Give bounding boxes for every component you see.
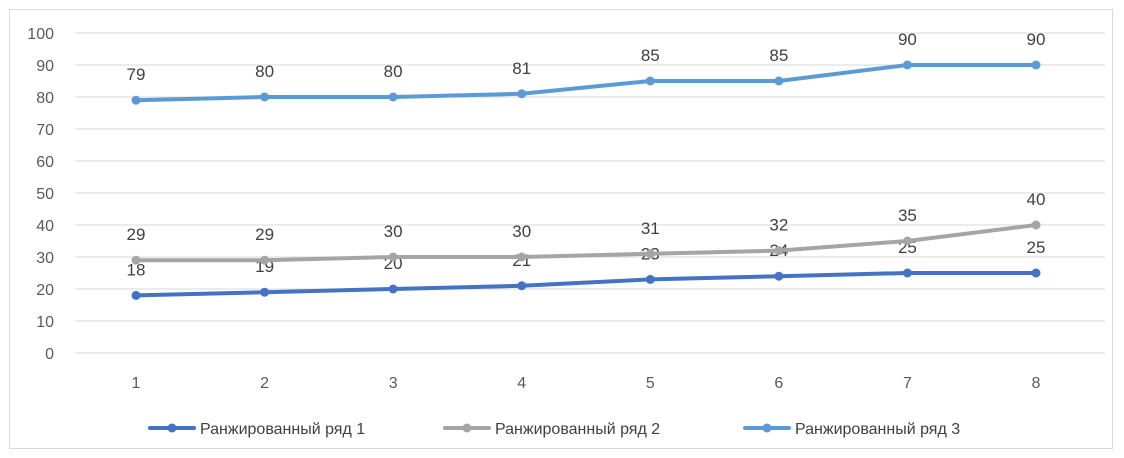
data-point [774, 271, 784, 281]
data-point [902, 268, 912, 278]
x-tick-label: 4 [517, 375, 526, 392]
data-label: 35 [898, 206, 917, 225]
data-point [774, 246, 784, 256]
y-tick-label: 40 [36, 218, 54, 235]
data-label: 80 [255, 62, 274, 81]
y-tick-label: 30 [36, 250, 54, 267]
data-label: 18 [127, 260, 146, 279]
legend-label: Ранжированный ряд 3 [795, 421, 960, 438]
data-point [388, 92, 398, 102]
data-point [260, 255, 270, 265]
y-tick-label: 80 [36, 90, 54, 107]
legend-marker [762, 423, 772, 433]
legend-label: Ранжированный ряд 1 [200, 421, 365, 438]
y-tick-label: 10 [36, 314, 54, 331]
y-tick-label: 100 [27, 26, 54, 43]
x-tick-label: 7 [903, 375, 912, 392]
x-tick-label: 8 [1032, 375, 1041, 392]
data-point [774, 76, 784, 86]
data-label: 80 [384, 62, 403, 81]
x-tick-label: 1 [132, 375, 141, 392]
legend-marker [462, 423, 472, 433]
data-point [260, 287, 270, 297]
data-label: 81 [512, 59, 531, 78]
x-tick-label: 2 [260, 375, 269, 392]
data-point [902, 60, 912, 70]
data-label: 90 [1027, 30, 1046, 49]
data-point [131, 290, 141, 300]
data-point [517, 252, 527, 262]
data-point [1031, 268, 1041, 278]
data-point [388, 252, 398, 262]
data-point [131, 95, 141, 105]
series-line [134, 63, 1038, 103]
data-label: 79 [127, 65, 146, 84]
data-label: 29 [127, 225, 146, 244]
data-label: 40 [1027, 190, 1046, 209]
data-point [1031, 220, 1041, 230]
data-point [517, 281, 527, 291]
data-point [645, 249, 655, 259]
data-label: 32 [769, 216, 788, 235]
legend-marker [167, 423, 177, 433]
data-label: 85 [641, 46, 660, 65]
data-point [131, 255, 141, 265]
data-point [1031, 60, 1041, 70]
data-point [902, 236, 912, 246]
data-label: 85 [769, 46, 788, 65]
data-point [517, 89, 527, 99]
y-tick-label: 60 [36, 154, 54, 171]
y-tick-label: 70 [36, 122, 54, 139]
y-tick-label: 50 [36, 186, 54, 203]
series-line [134, 223, 1038, 263]
data-point [388, 284, 398, 294]
x-tick-label: 6 [774, 375, 783, 392]
data-label: 90 [898, 30, 917, 49]
y-tick-label: 20 [36, 282, 54, 299]
data-label: 30 [384, 222, 403, 241]
data-point [260, 92, 270, 102]
data-label: 31 [641, 219, 660, 238]
data-label: 29 [255, 225, 274, 244]
y-tick-label: 0 [45, 346, 54, 363]
series-line [134, 271, 1038, 298]
x-tick-label: 3 [389, 375, 398, 392]
x-tick-label: 5 [646, 375, 655, 392]
data-point [645, 274, 655, 284]
legend-label: Ранжированный ряд 2 [495, 421, 660, 438]
data-point [645, 76, 655, 86]
data-label: 25 [1027, 238, 1046, 257]
chart-frame [9, 9, 1113, 449]
y-tick-label: 90 [36, 58, 54, 75]
data-label: 30 [512, 222, 531, 241]
